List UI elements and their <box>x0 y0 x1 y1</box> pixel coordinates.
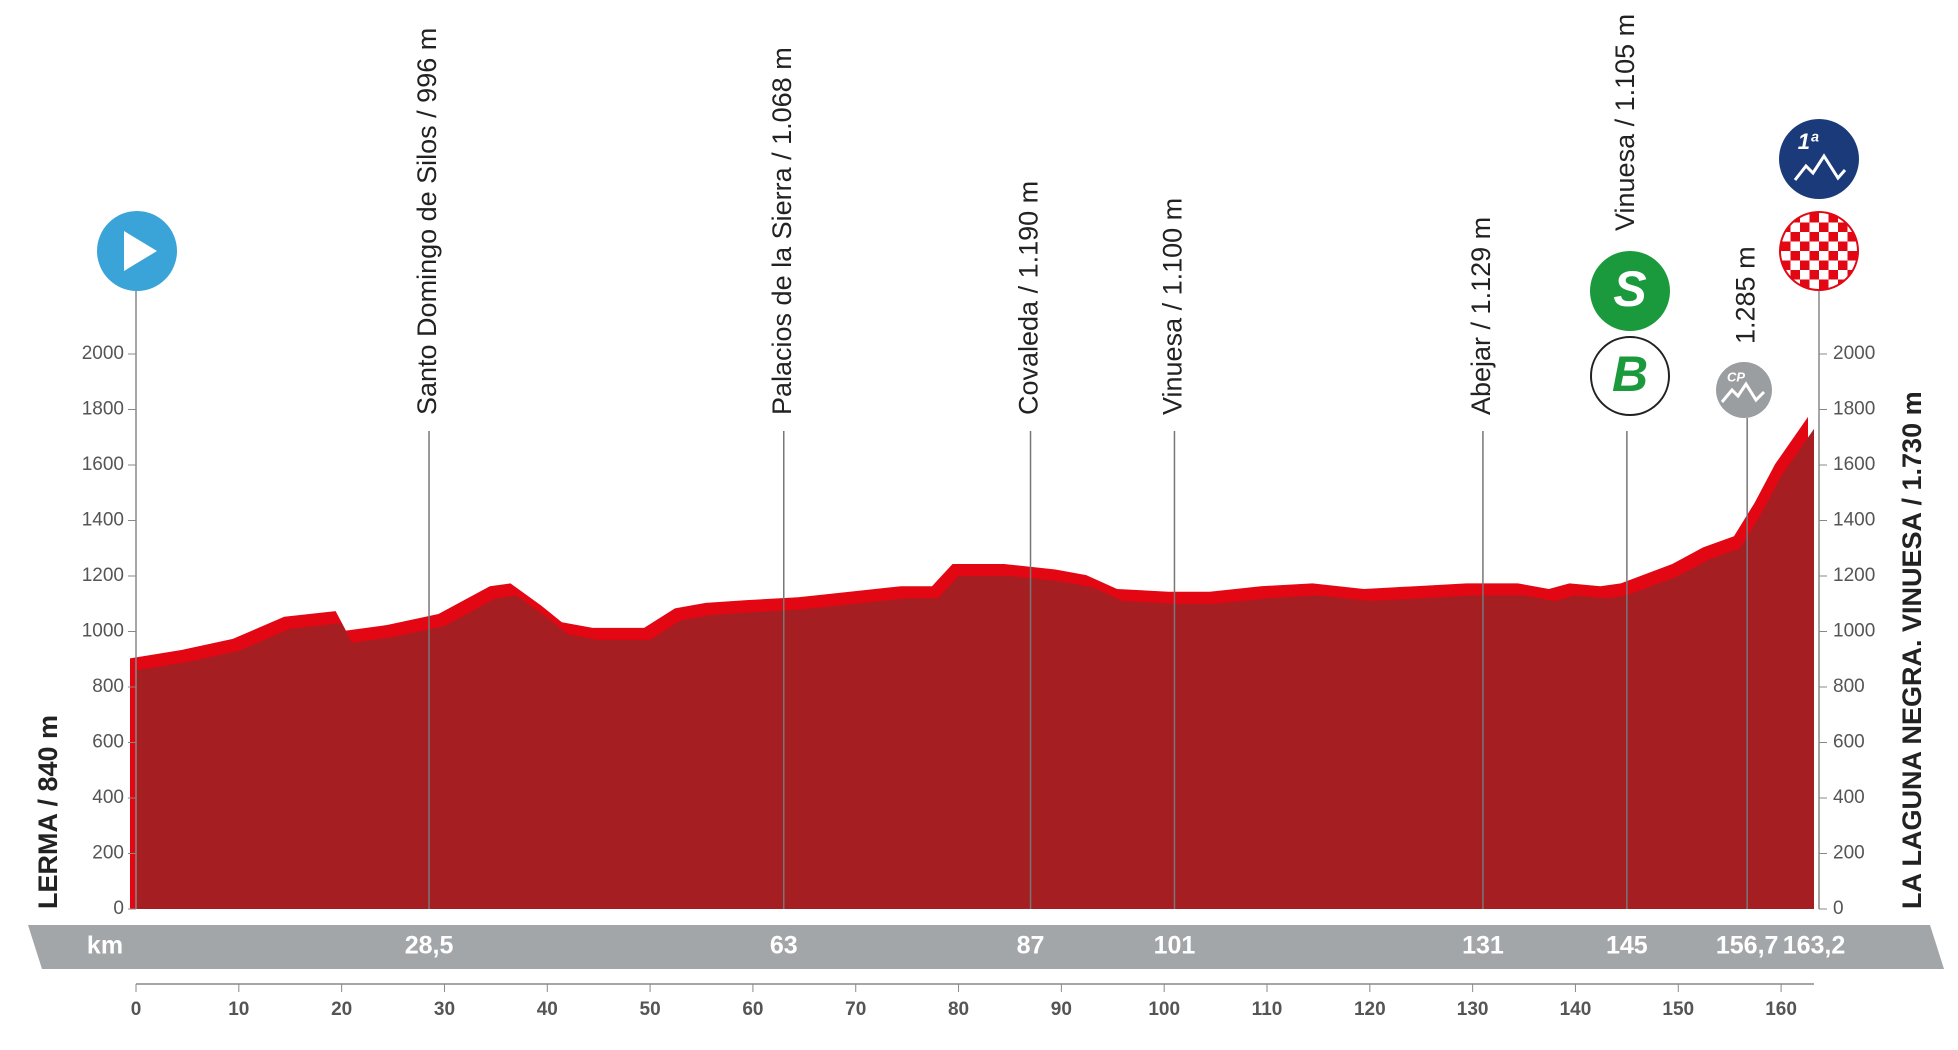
y-tick-label: 600 <box>92 732 124 753</box>
checker-square <box>1800 213 1810 223</box>
bonus-icon: B <box>1590 336 1670 416</box>
km-label: 145 <box>1606 932 1648 960</box>
km-label: 63 <box>770 932 798 960</box>
climb-category: 1ª <box>1798 129 1819 154</box>
finish-label: LA LAGUNA NEGRA. VINUESA / 1.730 m <box>1897 391 1927 909</box>
checkpoint-text: CP <box>1727 369 1745 384</box>
x-tick-label: 60 <box>742 999 763 1020</box>
checker-square <box>1819 270 1829 280</box>
km-label: 101 <box>1154 932 1196 960</box>
x-tick-label: 110 <box>1252 999 1283 1020</box>
sprint-icon: S <box>1590 251 1670 331</box>
checker-square <box>1800 270 1810 280</box>
y-tick-label: 2000 <box>82 343 124 364</box>
x-tick-label: 10 <box>228 999 249 1020</box>
y-tick-label: 0 <box>1833 898 1844 919</box>
waypoint-label: Santo Domingo de Silos / 996 m <box>412 28 442 415</box>
y-tick-label: 400 <box>92 787 124 808</box>
checker-square <box>1828 222 1838 232</box>
x-tick-label: 30 <box>434 999 455 1020</box>
y-tick-label: 1400 <box>1833 510 1875 531</box>
y-tick-label: 600 <box>1833 732 1865 753</box>
waypoint-label: 1.285 m <box>1730 246 1760 344</box>
checker-square <box>1838 232 1848 242</box>
waypoint-label: Vinuesa / 1.105 m <box>1610 14 1640 231</box>
checker-square <box>1828 260 1838 270</box>
x-tick-label: 160 <box>1765 999 1797 1020</box>
y-tick-label: 800 <box>92 676 124 697</box>
x-tick-label: 100 <box>1148 999 1180 1020</box>
checker-square <box>1800 251 1810 261</box>
checker-square <box>1847 260 1857 270</box>
y-tick-label: 0 <box>113 898 124 919</box>
x-tick-label: 40 <box>537 999 558 1020</box>
y-tick-label: 200 <box>1833 843 1865 864</box>
checker-square <box>1800 232 1810 242</box>
checker-square <box>1809 222 1819 232</box>
y-tick-label: 800 <box>1833 676 1865 697</box>
checker-square <box>1819 232 1829 242</box>
checker-square <box>1819 251 1829 261</box>
checker-square <box>1819 213 1829 223</box>
checker-square <box>1781 251 1791 261</box>
y-tick-label: 1000 <box>1833 621 1875 642</box>
start-label: LERMA / 840 m <box>33 715 63 909</box>
km-label: 131 <box>1462 932 1504 960</box>
y-tick-label: 2000 <box>1833 343 1875 364</box>
y-tick-label: 1400 <box>82 510 124 531</box>
km-label: 163,2 <box>1783 932 1846 960</box>
km-label: 87 <box>1017 932 1045 960</box>
x-tick-label: 70 <box>845 999 866 1020</box>
checker-square <box>1790 241 1800 251</box>
x-tick-label: 50 <box>640 999 661 1020</box>
waypoint-label: Covaleda / 1.190 m <box>1014 181 1044 415</box>
climb-icon: 1ª <box>1779 119 1859 199</box>
checker-square <box>1781 213 1791 223</box>
km-unit: km <box>87 932 123 960</box>
checker-square <box>1809 279 1819 289</box>
bonus-text: B <box>1612 346 1648 402</box>
checker-square <box>1847 279 1857 289</box>
checker-square <box>1838 251 1848 261</box>
y-tick-label: 400 <box>1833 787 1865 808</box>
waypoint-label: Palacios de la Sierra / 1.068 m <box>767 47 797 415</box>
x-tick-label: 80 <box>948 999 969 1020</box>
x-tick-label: 20 <box>331 999 352 1020</box>
x-tick-label: 0 <box>131 999 142 1020</box>
y-tick-label: 1800 <box>1833 399 1875 420</box>
y-tick-label: 1800 <box>82 399 124 420</box>
km-label: 28,5 <box>405 932 454 960</box>
x-tick-label: 120 <box>1354 999 1386 1020</box>
checker-square <box>1809 241 1819 251</box>
km-label: 156,7 <box>1716 932 1779 960</box>
profile-area <box>136 428 1814 909</box>
y-tick-label: 200 <box>92 843 124 864</box>
x-tick-label: 90 <box>1051 999 1072 1020</box>
checker-square <box>1847 241 1857 251</box>
finish-icon <box>1779 211 1859 291</box>
waypoint-label: Vinuesa / 1.100 m <box>1158 198 1188 415</box>
checker-square <box>1809 260 1819 270</box>
start-icon <box>97 211 177 291</box>
y-tick-label: 1000 <box>82 621 124 642</box>
x-tick-label: 140 <box>1560 999 1592 1020</box>
checker-square <box>1828 279 1838 289</box>
x-tick-label: 130 <box>1457 999 1489 1020</box>
y-tick-label: 1200 <box>82 565 124 586</box>
x-tick-label: 150 <box>1662 999 1694 1020</box>
km-band <box>28 925 1944 969</box>
y-tick-label: 1600 <box>1833 454 1875 475</box>
waypoint-label: Abejar / 1.129 m <box>1466 217 1496 415</box>
checker-square <box>1790 260 1800 270</box>
sprint-text: S <box>1613 261 1646 317</box>
checker-square <box>1781 232 1791 242</box>
y-tick-label: 1600 <box>82 454 124 475</box>
checkpoint-icon: CP <box>1716 362 1772 418</box>
checker-square <box>1790 222 1800 232</box>
checker-square <box>1838 270 1848 280</box>
checker-square <box>1828 241 1838 251</box>
y-tick-label: 1200 <box>1833 565 1875 586</box>
